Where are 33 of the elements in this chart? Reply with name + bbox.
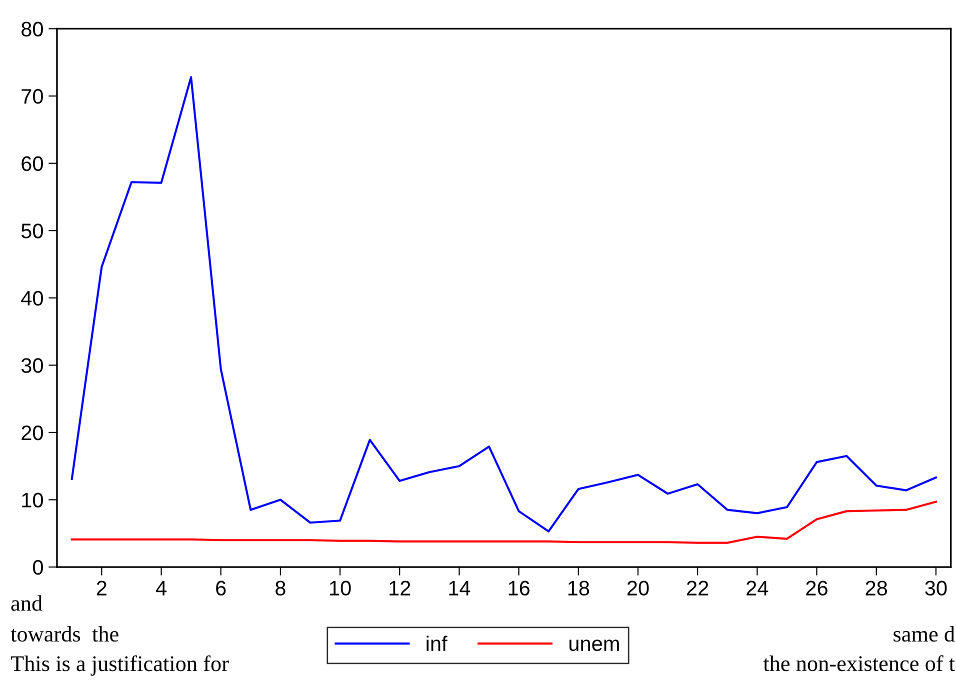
x-tick-label: 18 [568, 580, 590, 596]
x-tick-label: 20 [627, 580, 649, 596]
x-tick-label: 12 [390, 580, 410, 596]
text: and [11, 595, 42, 611]
x-tick-label: 28 [866, 580, 888, 596]
y-tick-label: 30 [21, 358, 43, 373]
legend-label: unem [570, 640, 619, 652]
text: This is a justification for [10, 655, 229, 676]
text: the non-existence of t [763, 655, 955, 672]
x-tick-label: 2 [96, 580, 106, 596]
text: same d [894, 626, 955, 642]
x-tick-label: 14 [449, 580, 470, 596]
y-tick-label: 10 [22, 492, 43, 508]
y-tick-label: 20 [22, 425, 43, 440]
x-tick-label: 22 [687, 580, 708, 596]
x-tick-label: 30 [925, 580, 947, 596]
x-tick-label: 10 [330, 580, 351, 596]
x-tick-label: 26 [806, 580, 828, 596]
line-series [70, 76, 937, 532]
x-tick-label: 24 [746, 580, 768, 596]
x-tick-label: 6 [216, 580, 226, 596]
y-tick-label: 60 [22, 156, 43, 172]
y-tick-label: 40 [21, 290, 43, 306]
x-tick-label: 4 [156, 580, 166, 596]
y-tick-label: 70 [22, 89, 43, 104]
x-tick-label: 8 [276, 580, 286, 596]
y-tick-label: 50 [21, 224, 43, 238]
y-tick-label: 0 [33, 560, 43, 575]
y-tick-label: 80 [22, 22, 43, 36]
line-series [70, 500, 937, 544]
x-tick-label: 16 [508, 580, 530, 596]
legend-label: inf [426, 636, 448, 651]
text: towards the [10, 626, 118, 642]
